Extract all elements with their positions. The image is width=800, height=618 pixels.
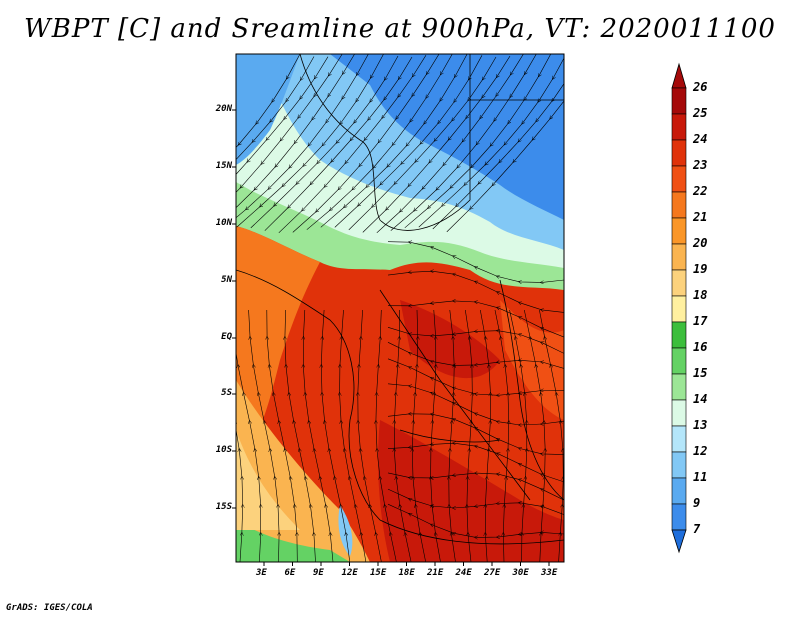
axis-ticks	[232, 109, 550, 566]
lon-label-30e: 30E	[512, 568, 529, 578]
colorbar-segment	[671, 295, 687, 323]
colorbar-label-11: 11	[693, 470, 708, 484]
colorbar-label-25: 25	[693, 106, 708, 120]
streamline	[446, 57, 564, 233]
colorbar-label-23: 23	[693, 158, 708, 172]
colorbar-segment	[671, 191, 687, 219]
colorbar-segment	[671, 451, 687, 479]
streamline	[376, 309, 397, 562]
streamline	[387, 473, 564, 501]
grads-credit: GrADS: IGES/COLA	[6, 603, 93, 613]
lat-label-eq: EQ	[221, 332, 232, 342]
lon-label-9e: 9E	[313, 568, 324, 578]
map-panel	[236, 54, 564, 562]
lat-label-15s: 15S	[215, 502, 232, 512]
colorbar-segment	[671, 425, 687, 453]
colorbar-label-12: 12	[693, 444, 708, 458]
colorbar-label-17: 17	[693, 314, 708, 328]
colorbar-label-13: 13	[693, 418, 708, 432]
colorbar-segment	[671, 477, 687, 505]
colorbar-label-9: 9	[693, 496, 701, 510]
colorbar-label-14: 14	[693, 392, 708, 406]
lat-label-10s: 10S	[215, 445, 232, 455]
streamline	[387, 488, 564, 515]
colorbar-label-24: 24	[693, 132, 708, 146]
colorbar-label-26: 26	[693, 80, 708, 94]
colorbar-segment	[671, 399, 687, 427]
colorbar	[671, 62, 687, 554]
colorbar-segment	[671, 165, 687, 193]
chart-title: WBPT [C] and Sreamline at 900hPa, VT: 20…	[24, 14, 776, 44]
lat-label-20n: 20N	[215, 104, 232, 114]
streamline	[387, 342, 564, 369]
boundaries	[236, 54, 564, 545]
colorbar-segment	[671, 373, 687, 401]
field-southwest-green	[236, 520, 350, 562]
colorbar-segment	[671, 87, 687, 115]
map-frame	[235, 53, 565, 563]
streamlines	[236, 54, 564, 562]
colorbar-label-15: 15	[693, 366, 708, 380]
lat-label-15n: 15N	[215, 161, 232, 171]
colorbar-label-21: 21	[693, 210, 708, 224]
lon-label-27e: 27E	[484, 568, 501, 578]
streamline	[387, 443, 564, 483]
colorbar-label-16: 16	[693, 340, 708, 354]
colorbar-top-arrow	[671, 62, 687, 89]
colorbar-label-22: 22	[693, 184, 708, 198]
streamline	[387, 327, 564, 354]
colorbar-label-20: 20	[693, 236, 708, 250]
colorbar-segment	[671, 139, 687, 167]
lon-label-21e: 21E	[427, 568, 444, 578]
colorbar-segment	[671, 217, 687, 245]
colorbar-label-19: 19	[693, 262, 708, 276]
streamline	[539, 309, 563, 562]
colorbar-label-7: 7	[693, 522, 701, 536]
colorbar-bottom-arrow	[671, 529, 687, 554]
colorbar-segment	[671, 243, 687, 271]
streamline	[387, 503, 564, 537]
lon-label-33e: 33E	[541, 568, 558, 578]
lat-label-10n: 10N	[215, 218, 232, 228]
lon-label-18e: 18E	[398, 568, 415, 578]
lon-label-24e: 24E	[455, 568, 472, 578]
colorbar-label-18: 18	[693, 288, 708, 302]
colorbar-segment	[671, 347, 687, 375]
streamline	[394, 309, 412, 562]
lon-label-3e: 3E	[256, 568, 267, 578]
lat-label-5n: 5N	[221, 275, 232, 285]
lon-label-6e: 6E	[284, 568, 296, 578]
lat-label-5s: 5S	[221, 388, 232, 398]
streamline	[358, 309, 382, 562]
colorbar-segment	[671, 269, 687, 297]
lon-label-15e: 15E	[370, 568, 387, 578]
colorbar-segment	[671, 503, 687, 531]
streamline	[387, 301, 564, 338]
lon-label-12e: 12E	[341, 568, 358, 578]
colorbar-segment	[671, 321, 687, 349]
colorbar-segment	[671, 113, 687, 141]
